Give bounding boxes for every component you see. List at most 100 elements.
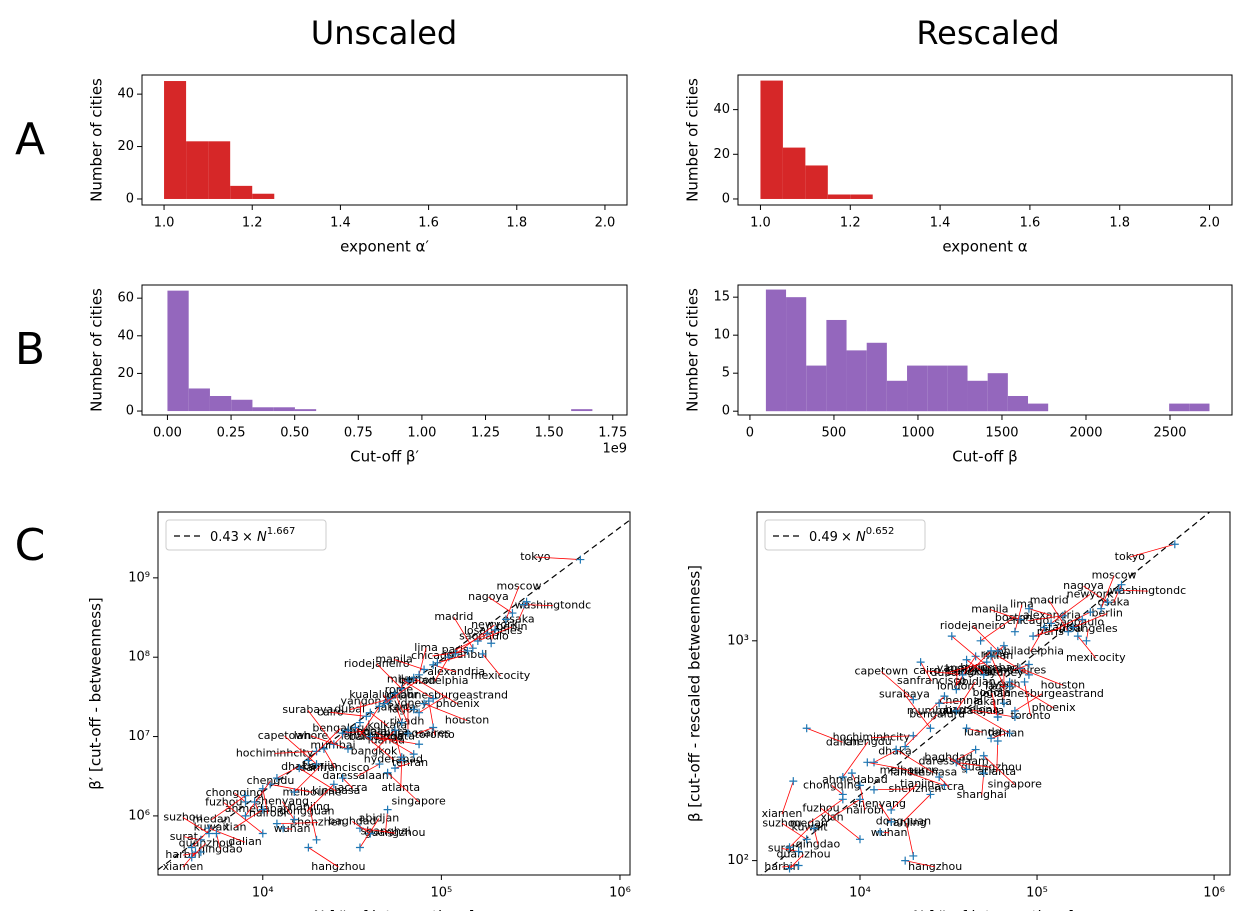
leader-line <box>373 729 396 752</box>
point <box>312 747 321 756</box>
point <box>187 853 196 862</box>
leader-line <box>873 788 916 791</box>
column-title: Unscaled <box>311 14 457 52</box>
leader-line <box>920 661 932 682</box>
city-label: fuzhou <box>205 796 242 809</box>
point <box>576 555 585 564</box>
leader-line <box>393 659 425 670</box>
city-label: medan <box>790 816 828 829</box>
point <box>958 670 967 679</box>
leader-line <box>1028 608 1053 617</box>
leader-line <box>955 681 976 712</box>
bar <box>760 80 783 199</box>
city-label: melbourne <box>880 763 940 776</box>
point <box>901 742 910 751</box>
point <box>375 760 384 769</box>
y-tick-label: 5 <box>722 366 730 381</box>
leader-line <box>523 604 553 607</box>
point <box>187 843 196 852</box>
leader-line <box>1118 589 1148 592</box>
x-tick-label: 500 <box>822 426 847 441</box>
point <box>999 641 1008 650</box>
leader-line <box>375 731 414 755</box>
point <box>304 756 313 765</box>
city-label: berlin <box>1091 606 1122 619</box>
city-label: surabaya <box>282 703 333 716</box>
leader-line <box>907 771 945 786</box>
point <box>312 760 321 769</box>
bar <box>806 365 827 412</box>
leader-line <box>234 809 263 828</box>
leader-line <box>455 624 495 655</box>
plot-area: tokyoosakawashingtondcnagoyamoscowpariss… <box>158 519 630 873</box>
city-label: suzhou <box>762 816 801 829</box>
city-label: abidjan <box>359 811 400 824</box>
panel: 0 500 1000 1500 2000 2500 0 5 10 15 Cut-off β Numbe… <box>684 284 1233 466</box>
leader-line <box>182 817 210 834</box>
leader-line <box>808 799 844 824</box>
bar <box>1189 403 1210 412</box>
leader-line <box>903 794 931 822</box>
leader-line <box>971 709 1015 718</box>
point <box>196 848 205 857</box>
point <box>420 699 429 708</box>
y-axis-label: Number of cities <box>88 288 106 412</box>
point <box>962 765 971 774</box>
leader-line <box>1032 627 1062 637</box>
legend: 0.43 × N1.667 <box>165 519 327 551</box>
leader-line <box>323 748 336 769</box>
point <box>272 819 281 828</box>
point <box>1010 713 1019 722</box>
leader-line <box>535 556 581 560</box>
city-label: dubai <box>334 703 365 716</box>
point <box>870 758 879 767</box>
point <box>1064 627 1073 636</box>
city-label: tianjin <box>900 777 934 790</box>
city-label: quanzhou <box>179 836 233 849</box>
city-label: bengaluru <box>312 721 368 734</box>
leader-line <box>781 822 807 840</box>
legend: 0.49 × N0.652 <box>764 519 926 551</box>
plot-area <box>167 290 593 412</box>
point <box>241 791 250 800</box>
leader-line <box>990 656 1004 685</box>
leader-line <box>980 617 1014 642</box>
point <box>1086 608 1095 617</box>
leader-line <box>396 707 403 723</box>
legend-coef: 0.43 <box>210 530 239 545</box>
leader-line <box>342 777 353 789</box>
city-label: milan <box>387 673 418 686</box>
bar <box>252 193 275 199</box>
city-label: kinshasa <box>909 766 957 779</box>
point <box>855 795 864 804</box>
point <box>366 708 375 717</box>
point <box>424 697 433 706</box>
point <box>993 713 1002 722</box>
y-tick-label: 20 <box>117 366 134 381</box>
y-axis-label: β′ [cut-off - betweenness] <box>87 597 105 789</box>
y-tick-label: 20 <box>713 147 730 162</box>
point <box>1082 636 1091 645</box>
point <box>802 724 811 733</box>
city-label: singapore <box>391 795 445 808</box>
leader-line <box>842 741 869 778</box>
point <box>962 655 971 664</box>
leader-line <box>370 712 388 726</box>
leader-line <box>308 728 341 761</box>
leader-line <box>1073 613 1108 628</box>
point <box>1117 580 1126 589</box>
x-tick-label: 0.25 <box>217 426 246 441</box>
city-label: yangon <box>340 695 381 708</box>
point <box>451 649 460 658</box>
city-label: madrid <box>1030 594 1069 607</box>
city-label: shenzhen <box>889 782 942 795</box>
leader-line <box>310 735 349 750</box>
city-label: daressalaam <box>322 769 392 782</box>
bar <box>231 399 253 412</box>
leader-line <box>1050 611 1091 633</box>
x-axis-label: Cut-off β′ <box>350 448 419 466</box>
x-tick-label: 1.25 <box>471 426 500 441</box>
leader-line <box>352 821 371 834</box>
row-letter: B <box>15 324 45 375</box>
leader-line <box>383 694 388 702</box>
